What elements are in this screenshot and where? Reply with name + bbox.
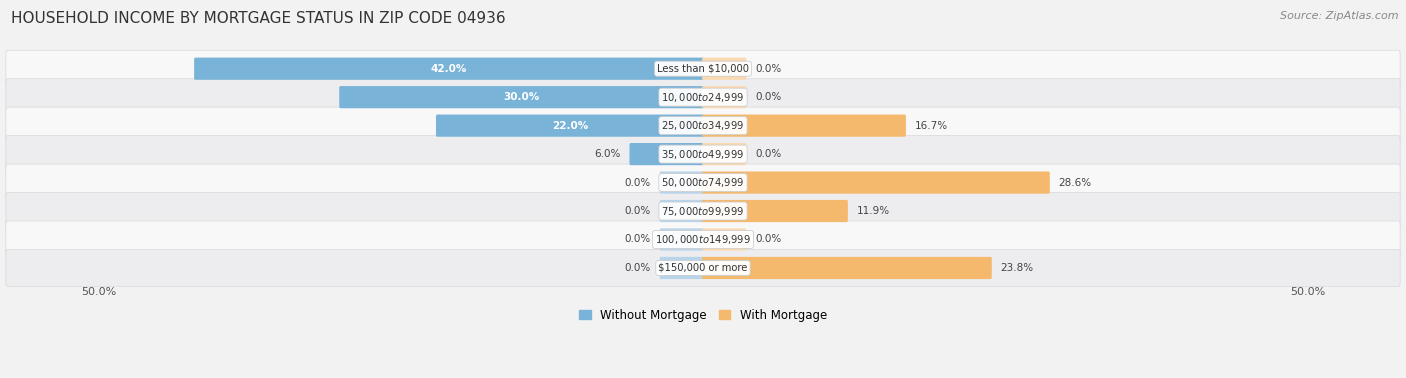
FancyBboxPatch shape [194, 57, 704, 80]
FancyBboxPatch shape [702, 115, 905, 137]
FancyBboxPatch shape [6, 249, 1400, 287]
Text: 22.0%: 22.0% [551, 121, 588, 131]
Text: 0.0%: 0.0% [624, 263, 651, 273]
FancyBboxPatch shape [6, 50, 1400, 87]
Text: 0.0%: 0.0% [755, 92, 782, 102]
Text: Source: ZipAtlas.com: Source: ZipAtlas.com [1281, 11, 1399, 21]
FancyBboxPatch shape [6, 164, 1400, 201]
Text: $150,000 or more: $150,000 or more [658, 263, 748, 273]
Text: 42.0%: 42.0% [430, 64, 467, 74]
FancyBboxPatch shape [702, 143, 747, 165]
Text: 30.0%: 30.0% [503, 92, 540, 102]
FancyBboxPatch shape [659, 200, 704, 222]
FancyBboxPatch shape [6, 107, 1400, 144]
Text: $50,000 to $74,999: $50,000 to $74,999 [661, 176, 745, 189]
FancyBboxPatch shape [6, 192, 1400, 229]
FancyBboxPatch shape [339, 86, 704, 108]
Text: $75,000 to $99,999: $75,000 to $99,999 [661, 204, 745, 217]
FancyBboxPatch shape [659, 228, 704, 251]
Text: 0.0%: 0.0% [624, 178, 651, 187]
FancyBboxPatch shape [659, 257, 704, 279]
FancyBboxPatch shape [6, 136, 1400, 173]
FancyBboxPatch shape [630, 143, 704, 165]
Text: HOUSEHOLD INCOME BY MORTGAGE STATUS IN ZIP CODE 04936: HOUSEHOLD INCOME BY MORTGAGE STATUS IN Z… [11, 11, 506, 26]
FancyBboxPatch shape [702, 257, 991, 279]
Text: 23.8%: 23.8% [1001, 263, 1033, 273]
Text: $10,000 to $24,999: $10,000 to $24,999 [661, 91, 745, 104]
FancyBboxPatch shape [6, 79, 1400, 116]
FancyBboxPatch shape [702, 172, 1050, 194]
Text: 16.7%: 16.7% [915, 121, 948, 131]
FancyBboxPatch shape [702, 200, 848, 222]
Text: 0.0%: 0.0% [755, 234, 782, 245]
Text: 11.9%: 11.9% [856, 206, 890, 216]
Text: 0.0%: 0.0% [755, 64, 782, 74]
Text: $100,000 to $149,999: $100,000 to $149,999 [655, 233, 751, 246]
Legend: Without Mortgage, With Mortgage: Without Mortgage, With Mortgage [574, 304, 832, 326]
Text: 0.0%: 0.0% [624, 206, 651, 216]
FancyBboxPatch shape [702, 57, 747, 80]
FancyBboxPatch shape [702, 228, 747, 251]
Text: 0.0%: 0.0% [755, 149, 782, 159]
Text: $35,000 to $49,999: $35,000 to $49,999 [661, 147, 745, 161]
FancyBboxPatch shape [659, 172, 704, 194]
Text: 28.6%: 28.6% [1059, 178, 1091, 187]
Text: Less than $10,000: Less than $10,000 [657, 64, 749, 74]
FancyBboxPatch shape [702, 86, 747, 108]
Text: $25,000 to $34,999: $25,000 to $34,999 [661, 119, 745, 132]
FancyBboxPatch shape [6, 221, 1400, 258]
Text: 0.0%: 0.0% [624, 234, 651, 245]
Text: 6.0%: 6.0% [595, 149, 621, 159]
FancyBboxPatch shape [436, 115, 704, 137]
